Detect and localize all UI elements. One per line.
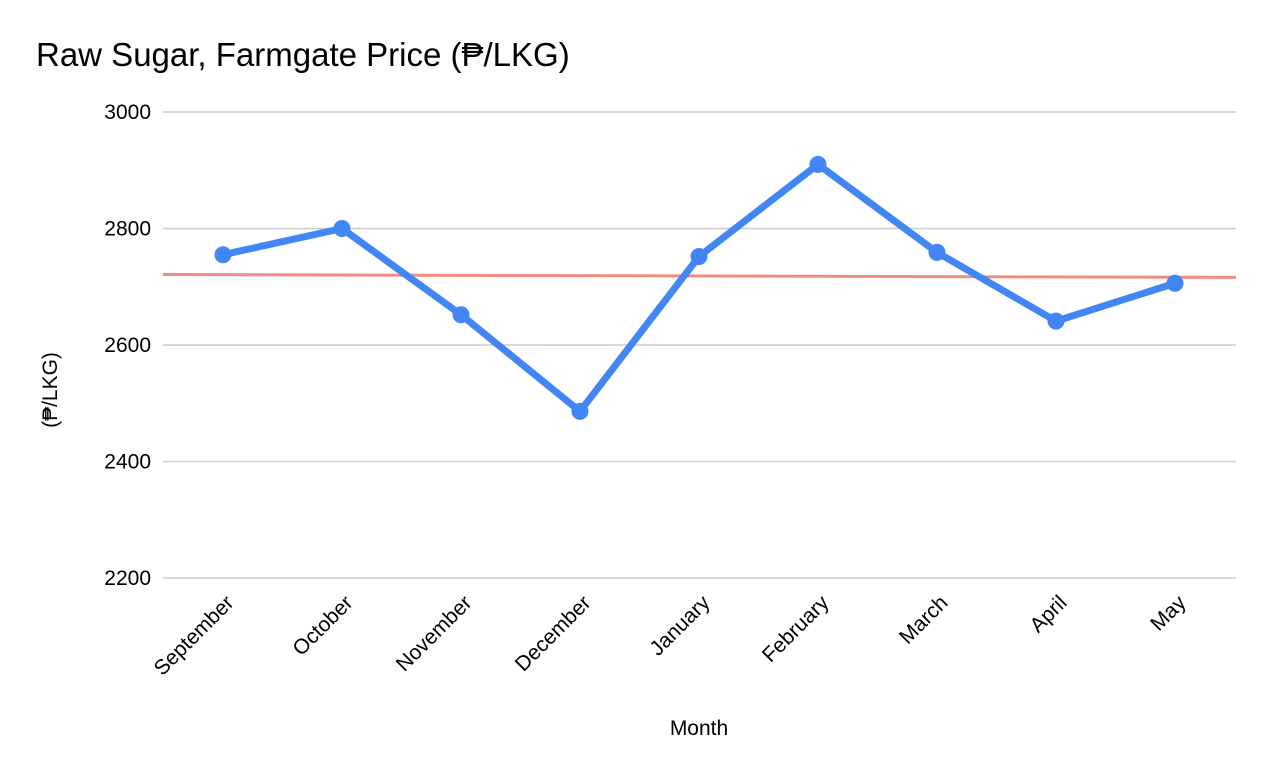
series-line	[219, 160, 1179, 415]
y-axis-ticks: 2200 2400 2600 2800 3000	[104, 101, 151, 590]
chart-title: Raw Sugar, Farmgate Price (₱/LKG)	[36, 36, 570, 73]
y-tick-label: 2600	[104, 334, 151, 357]
trendline-layer	[162, 273, 1237, 279]
x-tick-label: January	[645, 591, 714, 660]
data-point	[1166, 274, 1184, 292]
data-point	[1047, 312, 1065, 330]
x-tick-label: February	[758, 591, 834, 667]
y-axis-label: (₱/LKG)	[39, 352, 62, 428]
trendline	[162, 273, 1237, 279]
y-tick-label: 3000	[104, 101, 151, 124]
x-tick-label: May	[1146, 591, 1191, 636]
data-point	[333, 220, 351, 237]
y-tick-label: 2400	[104, 451, 151, 474]
gridlines	[163, 111, 1236, 579]
y-tick-label: 2200	[104, 567, 151, 590]
data-point	[928, 243, 946, 261]
data-point	[571, 402, 589, 420]
x-tick-label: November	[392, 591, 477, 676]
x-tick-label: April	[1026, 591, 1072, 637]
x-tick-label: September	[150, 591, 239, 680]
data-point	[452, 306, 470, 324]
data-point	[214, 246, 232, 264]
data-point	[809, 155, 827, 173]
y-tick-label: 2800	[104, 218, 151, 241]
x-tick-label: March	[895, 591, 953, 649]
x-tick-label: October	[288, 591, 357, 660]
x-axis-ticks: September October November December January F…	[150, 591, 1191, 680]
x-tick-label: December	[511, 591, 596, 676]
x-axis-label: Month	[670, 717, 728, 740]
data-point	[690, 247, 708, 265]
series-layer	[214, 155, 1184, 420]
